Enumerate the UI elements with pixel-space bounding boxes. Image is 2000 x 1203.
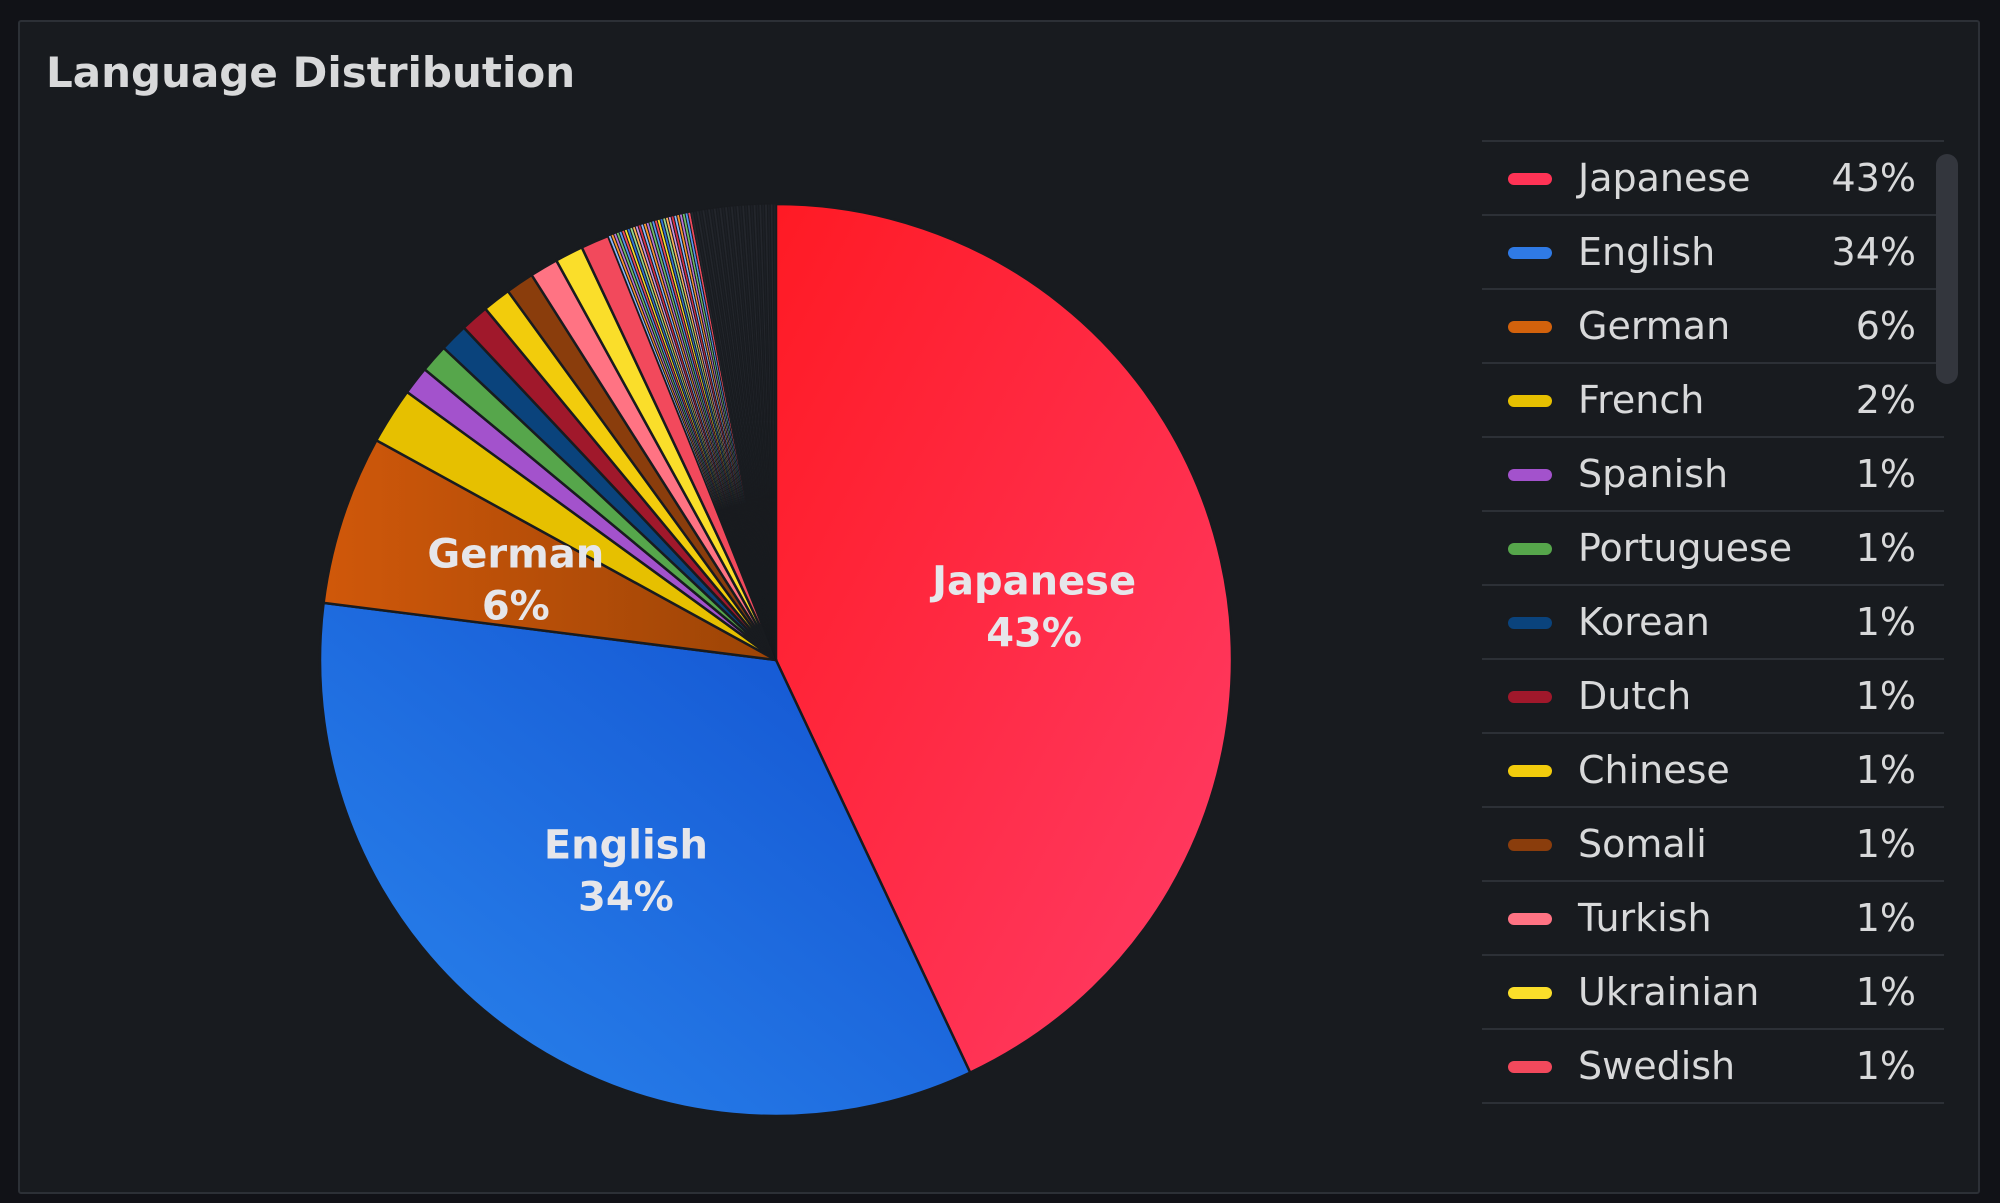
legend-value: 1% <box>1855 822 1916 866</box>
legend-swatch <box>1508 765 1552 777</box>
legend-item-french[interactable]: French 2% <box>1482 364 1944 438</box>
legend-value: 34% <box>1831 230 1916 274</box>
legend-fade <box>1482 1140 1944 1180</box>
slice-percent-english: 34% <box>578 875 674 921</box>
slice-percent-japanese: 43% <box>986 610 1082 656</box>
legend-swatch <box>1508 247 1552 259</box>
legend-label: Spanish <box>1578 452 1729 496</box>
slice-label-english: English <box>544 823 708 869</box>
legend-label: German <box>1578 304 1731 348</box>
pie-slice-english[interactable] <box>318 601 972 1118</box>
legend-item-japanese[interactable]: Japanese 43% <box>1482 142 1944 216</box>
legend-item-dutch[interactable]: Dutch 1% <box>1482 660 1944 734</box>
legend-value: 2% <box>1855 378 1916 422</box>
legend-swatch <box>1508 173 1552 185</box>
legend-item-korean[interactable]: Korean 1% <box>1482 586 1944 660</box>
legend-label: Portuguese <box>1578 526 1793 570</box>
legend-swatch <box>1508 617 1552 629</box>
legend-swatch <box>1508 1061 1552 1073</box>
pie-slice-other[interactable] <box>772 203 777 661</box>
legend-label: Somali <box>1578 822 1707 866</box>
legend-swatch <box>1508 321 1552 333</box>
panel-title[interactable]: Language Distribution <box>46 48 576 97</box>
legend-value: 1% <box>1855 970 1916 1014</box>
legend-label: Korean <box>1578 600 1710 644</box>
legend-label: Japanese <box>1578 156 1751 200</box>
legend-value: 43% <box>1831 156 1916 200</box>
legend-item-ukrainian[interactable]: Ukrainian 1% <box>1482 956 1944 1030</box>
pie-slice-german[interactable] <box>322 439 778 662</box>
legend-swatch <box>1508 839 1552 851</box>
legend-scrollbar[interactable] <box>1936 154 1958 384</box>
legend-swatch <box>1508 691 1552 703</box>
legend-label: Turkish <box>1578 896 1712 940</box>
legend-item-german[interactable]: German 6% <box>1482 290 1944 364</box>
slice-label-german: German <box>427 532 604 578</box>
legend-item-chinese[interactable]: Chinese 1% <box>1482 734 1944 808</box>
legend-value: 1% <box>1855 674 1916 718</box>
legend-label: Chinese <box>1578 748 1730 792</box>
legend-swatch <box>1508 469 1552 481</box>
pie-slice-japanese[interactable] <box>774 202 1234 1074</box>
legend: Japanese 43% English 34% German 6% French 2% Spa… <box>1482 140 1944 1142</box>
legend-value: 6% <box>1855 304 1916 348</box>
legend-item-swedish[interactable]: Swedish 1% <box>1482 1030 1944 1104</box>
legend-label: Dutch <box>1578 674 1692 718</box>
legend-value: 1% <box>1855 896 1916 940</box>
legend-value: 1% <box>1855 600 1916 644</box>
pie-chart: Japanese 43% English 34% German 6% <box>318 202 1234 1118</box>
slice-percent-german: 6% <box>482 584 550 630</box>
legend-swatch <box>1508 913 1552 925</box>
legend-label: Ukrainian <box>1578 970 1760 1014</box>
slice-label-japanese: Japanese <box>929 558 1136 604</box>
legend-item-spanish[interactable]: Spanish 1% <box>1482 438 1944 512</box>
legend-value: 1% <box>1855 452 1916 496</box>
legend-item-somali[interactable]: Somali 1% <box>1482 808 1944 882</box>
legend-value: 1% <box>1855 526 1916 570</box>
legend-value: 1% <box>1855 1044 1916 1088</box>
legend-label: French <box>1578 378 1705 422</box>
legend-swatch <box>1508 395 1552 407</box>
legend-swatch <box>1508 543 1552 555</box>
legend-item-portuguese[interactable]: Portuguese 1% <box>1482 512 1944 586</box>
legend-label: English <box>1578 230 1716 274</box>
legend-label: Swedish <box>1578 1044 1736 1088</box>
legend-value: 1% <box>1855 748 1916 792</box>
legend-item-turkish[interactable]: Turkish 1% <box>1482 882 1944 956</box>
legend-swatch <box>1508 987 1552 999</box>
legend-item-english[interactable]: English 34% <box>1482 216 1944 290</box>
